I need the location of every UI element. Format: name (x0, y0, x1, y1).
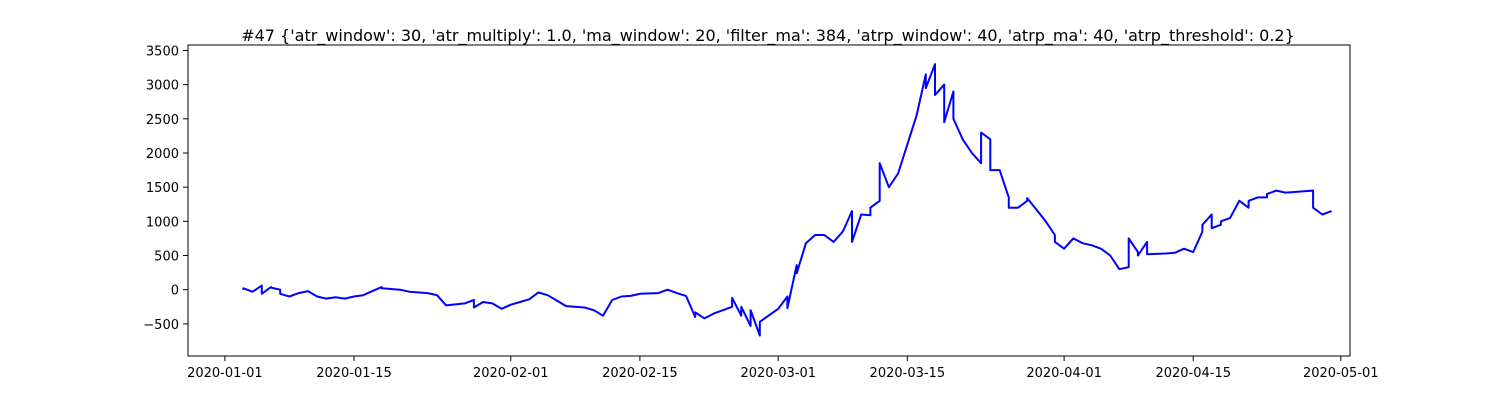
chart-title: #47 {'atr_window': 30, 'atr_multiply': 1… (241, 26, 1295, 46)
y-tick-label: 500 (154, 250, 179, 265)
y-tick-label: 1000 (146, 215, 179, 230)
series-line (242, 63, 1332, 337)
x-tick-label: 2020-04-01 (1026, 366, 1102, 381)
y-tick-label: 0 (171, 284, 179, 299)
y-tick-label: −500 (143, 318, 179, 333)
x-tick-label: 2020-04-15 (1155, 366, 1231, 381)
y-tick-label: 2000 (146, 147, 179, 162)
y-tick-label: 1500 (146, 181, 179, 196)
plot-frame (187, 44, 1351, 357)
x-tick-label: 2020-03-01 (740, 366, 816, 381)
x-tick-label: 2020-01-15 (316, 366, 392, 381)
y-tick-label: 2500 (146, 113, 179, 128)
x-tick-label: 2020-03-15 (870, 366, 946, 381)
y-tick-label: 3500 (146, 44, 179, 59)
x-tick-label: 2020-01-01 (187, 366, 263, 381)
y-tick-label: 3000 (146, 79, 179, 94)
x-tick-label: 2020-05-01 (1303, 366, 1379, 381)
y-axis: −500 0 500 1000 1500 2000 2500 3000 3500 (143, 44, 188, 333)
x-tick-label: 2020-02-15 (602, 366, 678, 381)
x-tick-label: 2020-02-01 (473, 366, 549, 381)
x-axis: 2020-01-01 2020-01-15 2020-02-01 2020-02-15… (187, 356, 1379, 381)
